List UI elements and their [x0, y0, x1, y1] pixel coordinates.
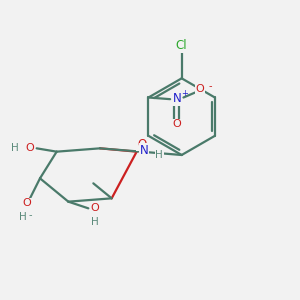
Text: +: +: [181, 89, 188, 98]
Text: -: -: [28, 210, 32, 220]
Text: H: H: [20, 212, 27, 222]
Text: O: O: [196, 84, 205, 94]
Text: H: H: [91, 217, 99, 227]
Text: O: O: [172, 119, 181, 129]
Text: H: H: [11, 143, 19, 153]
Text: O: O: [91, 203, 99, 213]
Text: O: O: [26, 143, 34, 153]
Text: Cl: Cl: [176, 40, 188, 52]
Text: N: N: [172, 92, 181, 105]
Text: -: -: [208, 81, 212, 91]
Text: H: H: [155, 150, 163, 160]
Text: N: N: [140, 143, 148, 157]
Text: O: O: [137, 138, 146, 151]
Text: O: O: [22, 198, 31, 208]
